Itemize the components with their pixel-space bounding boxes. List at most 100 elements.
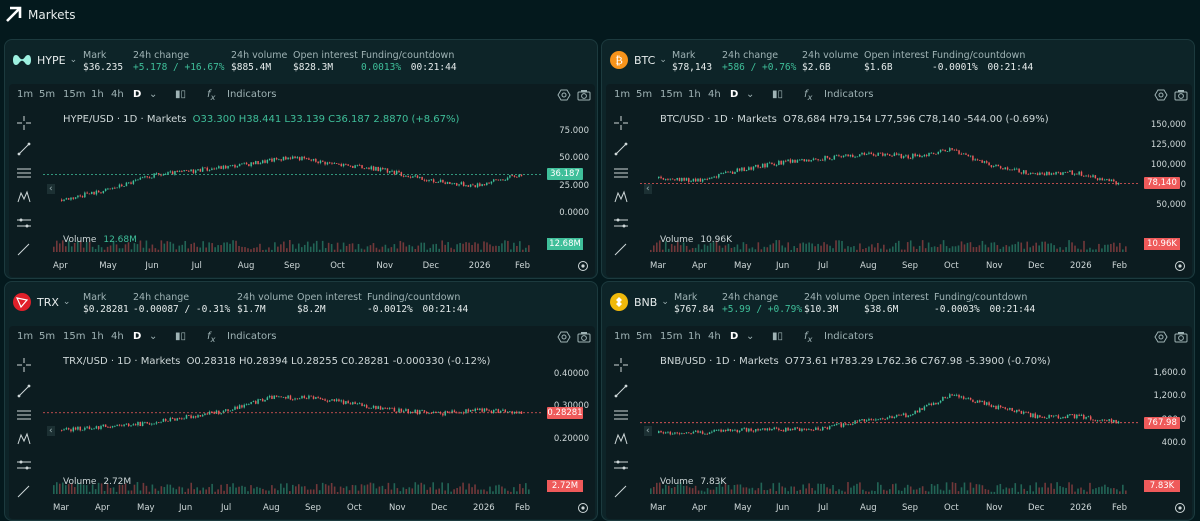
crosshair-icon[interactable]	[614, 116, 628, 130]
indicators-icon[interactable]: fx	[207, 89, 216, 102]
timeframe-d[interactable]: D	[133, 331, 142, 342]
coin-selector[interactable]: BNB ⌄	[608, 292, 669, 312]
chart-settings-icon[interactable]	[1174, 502, 1186, 514]
candlestick-type-icon[interactable]: ▮▯	[175, 331, 187, 342]
timeframe-4h[interactable]: 4h	[111, 331, 124, 342]
timeframe-1h[interactable]: 1h	[688, 331, 701, 342]
candle-body	[1022, 411, 1025, 414]
pattern-icon[interactable]	[614, 190, 628, 204]
candle-body	[467, 409, 470, 412]
indicators-button[interactable]: Indicators	[824, 89, 874, 100]
candlestick-type-icon[interactable]: ▮▯	[772, 331, 784, 342]
indicators-button[interactable]: Indicators	[227, 331, 277, 342]
timeframe-15m[interactable]: 15m	[63, 331, 86, 342]
price-plot[interactable]	[640, 350, 1138, 498]
fib-lines-icon[interactable]	[614, 408, 628, 422]
timeframe-1h[interactable]: 1h	[91, 331, 104, 342]
candle-body	[160, 421, 162, 423]
timeframe-4h[interactable]: 4h	[111, 89, 124, 100]
pattern-icon[interactable]	[17, 190, 31, 204]
crosshair-icon[interactable]	[17, 116, 31, 130]
chart-settings-icon[interactable]	[577, 260, 589, 272]
fib-lines-icon[interactable]	[17, 408, 31, 422]
timeframe-15m[interactable]: 15m	[63, 89, 86, 100]
timeframe-d[interactable]: D	[133, 89, 142, 100]
measure-icon[interactable]	[614, 216, 628, 230]
candle-body	[976, 159, 979, 161]
camera-icon[interactable]	[577, 89, 591, 101]
chevron-down-icon[interactable]: ⌄	[746, 331, 755, 342]
camera-icon[interactable]	[577, 331, 591, 343]
trendline-icon[interactable]	[614, 142, 628, 156]
camera-icon[interactable]	[1174, 331, 1188, 343]
timeframe-5m[interactable]: 5m	[39, 331, 56, 342]
trendline-icon[interactable]	[17, 142, 31, 156]
measure-icon[interactable]	[614, 458, 628, 472]
settings-icon[interactable]	[1154, 331, 1168, 343]
candle-body	[1080, 414, 1083, 416]
trendline-icon[interactable]	[17, 384, 31, 398]
collapse-sidebar-icon[interactable]: ‹	[47, 184, 55, 194]
price-chart[interactable]: 1m 5m 15m 1h 4h D ⌄ ▮▯ fx Indicators ‹ HYPE/U…	[9, 84, 595, 277]
timeframe-1h[interactable]: 1h	[91, 89, 104, 100]
price-plot[interactable]	[43, 350, 541, 498]
indicators-button[interactable]: Indicators	[824, 331, 874, 342]
indicators-button[interactable]: Indicators	[227, 89, 277, 100]
indicators-icon[interactable]: fx	[804, 89, 813, 102]
pattern-icon[interactable]	[17, 432, 31, 446]
pattern-icon[interactable]	[614, 432, 628, 446]
measure-icon[interactable]	[17, 216, 31, 230]
measure-icon[interactable]	[17, 458, 31, 472]
brush-icon[interactable]	[614, 484, 628, 498]
chevron-down-icon[interactable]: ⌄	[149, 89, 158, 100]
price-chart[interactable]: 1m 5m 15m 1h 4h D ⌄ ▮▯ fx Indicators ‹ BNB/US…	[606, 326, 1192, 519]
fib-lines-icon[interactable]	[17, 166, 31, 180]
chart-settings-icon[interactable]	[1174, 260, 1186, 272]
collapse-sidebar-icon[interactable]: ‹	[47, 426, 55, 436]
settings-icon[interactable]	[1154, 89, 1168, 101]
brush-icon[interactable]	[614, 242, 628, 256]
crosshair-icon[interactable]	[614, 358, 628, 372]
timeframe-5m[interactable]: 5m	[636, 89, 653, 100]
price-chart[interactable]: 1m 5m 15m 1h 4h D ⌄ ▮▯ fx Indicators ‹ BTC/US…	[606, 84, 1192, 277]
collapse-sidebar-icon[interactable]: ‹	[644, 184, 652, 194]
camera-icon[interactable]	[1174, 89, 1188, 101]
volume-bar	[721, 247, 724, 252]
coin-selector[interactable]: HYPE ⌄	[11, 50, 77, 70]
crosshair-icon[interactable]	[17, 358, 31, 372]
fib-lines-icon[interactable]	[614, 166, 628, 180]
timeframe-5m[interactable]: 5m	[39, 89, 56, 100]
settings-icon[interactable]	[557, 331, 571, 343]
coin-selector[interactable]: TRX ⌄	[11, 292, 70, 312]
trendline-icon[interactable]	[614, 384, 628, 398]
timeframe-4h[interactable]: 4h	[708, 331, 721, 342]
settings-icon[interactable]	[557, 89, 571, 101]
timeframe-5m[interactable]: 5m	[636, 331, 653, 342]
chevron-down-icon[interactable]: ⌄	[149, 331, 158, 342]
brush-icon[interactable]	[17, 242, 31, 256]
candlestick-type-icon[interactable]: ▮▯	[772, 89, 784, 100]
timeframe-1m[interactable]: 1m	[17, 331, 34, 342]
timeframe-15m[interactable]: 15m	[660, 331, 683, 342]
price-plot[interactable]	[43, 108, 541, 256]
timeframe-1h[interactable]: 1h	[688, 89, 701, 100]
collapse-sidebar-icon[interactable]: ‹	[644, 426, 652, 436]
indicators-icon[interactable]: fx	[804, 331, 813, 344]
price-chart[interactable]: 1m 5m 15m 1h 4h D ⌄ ▮▯ fx Indicators ‹ TRX/US…	[9, 326, 595, 519]
brush-icon[interactable]	[17, 484, 31, 498]
chart-settings-icon[interactable]	[577, 502, 589, 514]
price-plot[interactable]	[640, 108, 1138, 256]
coin-selector[interactable]: ₿ BTC ⌄	[608, 50, 667, 70]
timeframe-15m[interactable]: 15m	[660, 89, 683, 100]
candlestick-type-icon[interactable]: ▮▯	[175, 89, 187, 100]
timeframe-1m[interactable]: 1m	[17, 89, 34, 100]
timeframe-1m[interactable]: 1m	[614, 89, 631, 100]
timeframe-d[interactable]: D	[730, 89, 739, 100]
candle-body	[292, 399, 294, 401]
indicators-icon[interactable]: fx	[207, 331, 216, 344]
timeframe-1m[interactable]: 1m	[614, 331, 631, 342]
volume-bar	[912, 246, 915, 252]
timeframe-4h[interactable]: 4h	[708, 89, 721, 100]
chevron-down-icon[interactable]: ⌄	[746, 89, 755, 100]
timeframe-d[interactable]: D	[730, 331, 739, 342]
